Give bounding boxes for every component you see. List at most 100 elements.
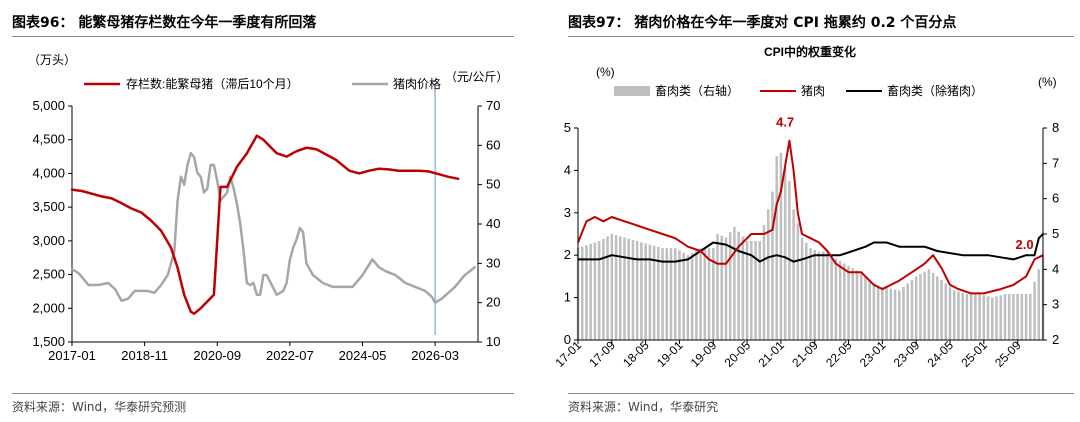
meat-weight-bar [847,265,850,340]
meat-weight-bar [961,292,964,340]
right-y-tick-label: 4 [1052,261,1059,276]
right-y-tick-label: 6 [1052,191,1059,206]
pork-weight-line [577,139,1044,295]
meat-weight-bar [830,255,833,340]
meat-weight-bar [940,279,943,340]
meat-weight-bar [762,225,766,340]
meat-weight-bar [885,287,888,340]
left-y-tick-label: 3,500 [32,199,65,214]
meat-weight-bar [931,272,935,340]
right-y-tick-label: 50 [486,177,500,192]
meat-weight-bar [593,242,597,340]
x-tick-label: 24-05 [925,338,957,370]
meat-weight-bar [720,235,723,340]
x-tick-label: 2026-03 [411,348,459,363]
meat-weight-bar [661,248,664,340]
meat-weight-bar [1024,294,1028,340]
left-axis-unit: （万头） [28,53,76,67]
meat-weight-bar [754,241,757,340]
meat-weight-bar [889,288,893,340]
meat-weight-bar [669,248,673,340]
right-y-tick-label: 30 [486,255,500,270]
x-tick-label: 2022-07 [266,348,314,363]
meat-weight-bar [657,246,660,340]
figure-96-panel: 图表96： 能繁母猪存栏数在今年一季度有所回落 1,500 2,000 2,500 3… [0,0,520,422]
meat-weight-bar [881,287,884,340]
meat-weight-bar [1012,294,1015,340]
sow-inventory-pork-price-chart: 1,500 2,000 2,500 3,000 3,500 4,000 4,500 5,000… [28,53,508,363]
meat-weight-bar [957,291,960,340]
meat-weight-bar [1020,294,1024,340]
meat-weight-bar [644,243,647,340]
meat-weight-bar [991,297,994,340]
meat-weight-bar [910,279,914,340]
meat-weight-bar [821,251,825,340]
left-y-tick-label: 3,000 [32,233,65,248]
pork-price-line [70,151,476,304]
meat-weight-bar [606,236,609,340]
meat-weight-bar [602,238,605,340]
meat-weight-bar [876,285,880,340]
legend-pork-label: 猪肉价格 [393,76,441,91]
legend-meat-label: 畜肉类（右轴） [655,83,739,98]
meat-weight-bar [944,283,948,340]
meat-weight-bar [919,274,922,340]
left-y-tick-label: 2 [564,247,571,262]
meat-weight-bar [1037,269,1041,340]
meat-weight-bar [902,287,905,340]
figure-97-panel: 图表97： 猪肉价格在今年一季度对 CPI 拖累约 0.2 个百分点 0 1 2 3 4… [553,0,1080,422]
x-tick-label: 23-09 [891,338,923,370]
right-y-tick-label: 40 [486,216,500,231]
legend-ex-pork-label: 畜肉类（除猪肉） [887,83,983,98]
meat-weight-bar [872,283,876,340]
meat-weight-bar [982,295,986,340]
legend-pork-label: 猪肉 [801,84,825,98]
figure-97-title: 图表97： 猪肉价格在今年一季度对 CPI 拖累约 0.2 个百分点 [568,15,957,31]
meat-weight-bar [771,191,774,340]
figure-96-bottom-rule [12,393,514,394]
x-tick-label: 21-09 [789,338,821,370]
meat-weight-bar [813,249,816,340]
right-y-tick-label: 20 [486,295,500,310]
right-y-tick-label: 10 [486,334,500,349]
left-y-tick-label: 4,500 [32,132,65,147]
meat-weight-bar [695,250,698,340]
meat-weight-bar [834,258,838,340]
meat-weight-bar [690,252,694,340]
meat-weight-bar [678,250,681,340]
x-tick-label: 21-01 [755,338,787,370]
meat-weight-bar [1016,294,1019,340]
left-y-tick-label: 1,500 [32,334,65,349]
meat-weight-bar [969,294,973,340]
meat-weight-bar [775,156,778,340]
meat-weight-bar [927,269,931,340]
meat-weight-bar [898,290,901,340]
meat-weight-bar [741,236,745,340]
meat-weight-bar [728,232,732,340]
left-y-tick-label: 4,000 [32,165,65,180]
meat-weight-bar [1029,294,1032,340]
legend-meat-swatch [614,86,650,96]
meat-weight-bar [610,234,614,340]
right-axis-unit: (%) [1038,75,1057,89]
meat-weight-bar [965,294,969,340]
meat-weight-bar [800,237,804,340]
meat-weight-bar [809,248,812,340]
right-y-tick-label: 3 [1052,297,1059,312]
meat-weight-bar [724,237,728,340]
right-y-tick-label: 7 [1052,155,1059,170]
meat-weight-bar [703,248,707,340]
meat-weight-bar [737,231,740,340]
left-y-tick-label: 5 [564,120,571,135]
meat-weight-bar [699,248,702,340]
meat-weight-bar [817,251,821,340]
figure-96-source: 资料来源：Wind，华泰研究预测 [12,400,187,414]
meat-weight-bar [1003,294,1007,340]
x-tick-label: 18-05 [620,338,652,370]
meat-weight-bar [864,276,867,340]
left-y-tick-label: 1 [564,290,571,305]
figure-97-source: 资料来源：Wind，华泰研究 [568,400,719,414]
x-tick-label: 20-05 [722,338,754,370]
meat-weight-bar [779,152,783,340]
right-y-tick-label: 2 [1052,332,1059,347]
